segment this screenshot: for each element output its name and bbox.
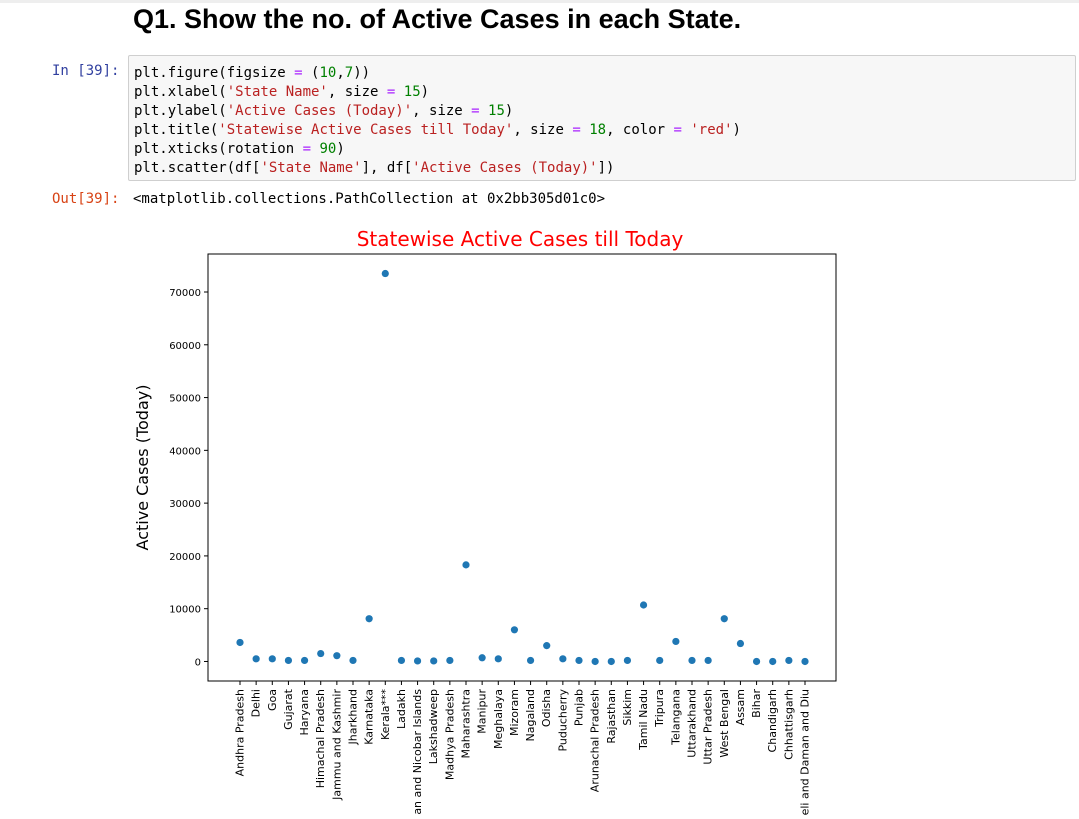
data-point [413, 657, 422, 665]
x-tick-label: Mizoram [508, 689, 521, 736]
x-tick-label: Punjab [573, 689, 586, 726]
x-tick-label: Odisha [540, 689, 553, 727]
data-point [365, 615, 373, 623]
y-tick-label: 70000 [169, 288, 201, 299]
notebook-top-border [0, 0, 1079, 3]
data-point [494, 655, 502, 663]
data-point [688, 656, 696, 665]
x-tick-label: Haryana [298, 689, 311, 736]
x-tick-label: Goa [266, 689, 279, 711]
data-point [333, 652, 341, 660]
data-point [381, 269, 389, 278]
scatter-plot: Statewise Active Cases till Today Active… [133, 227, 837, 815]
data-point [785, 656, 793, 665]
data-point [317, 649, 325, 658]
data-point [397, 656, 406, 665]
y-axis-label: Active Cases (Today) [133, 385, 152, 551]
data-point [236, 638, 244, 647]
x-tick-label: Chandigarh [766, 689, 779, 752]
plot-area [207, 253, 837, 682]
data-point [639, 601, 648, 609]
data-point [736, 639, 745, 648]
data-point [656, 656, 664, 665]
data-point [704, 656, 712, 665]
code-editor[interactable]: plt.figure(figsize = (10,7)) plt.xlabel(… [134, 65, 741, 176]
y-tick-label: 20000 [169, 552, 201, 563]
x-tick-label: Ladakh [395, 689, 408, 729]
x-tick-label: Puducherry [556, 689, 569, 752]
x-tick-label: Assam [734, 689, 747, 725]
x-tick-label: Madhya Pradesh [443, 689, 456, 780]
data-point [430, 657, 438, 665]
data-point [559, 655, 567, 663]
output-prompt: Out[39]: [52, 191, 120, 207]
data-point [607, 657, 615, 666]
x-tick-label: Manipur [476, 689, 489, 734]
data-point [349, 656, 357, 665]
data-point [526, 656, 535, 665]
data-point [300, 656, 309, 665]
x-tick-label: Sikkim [621, 689, 634, 726]
x-tick-label: Chhattisgarh [782, 689, 795, 760]
y-tick-label: 40000 [169, 446, 201, 457]
x-tick-label: Tamil Nadu [637, 689, 650, 751]
x-tick-label: Uttar Pradesh [702, 689, 715, 765]
data-point [752, 657, 761, 666]
data-point [462, 561, 470, 569]
x-tick-label: Delhi [250, 689, 263, 717]
x-tick-label: Maharashtra [460, 689, 473, 759]
data-point [769, 657, 777, 666]
x-tick-label: Gujarat [282, 688, 295, 730]
x-tick-label: Tripura [653, 689, 666, 728]
x-tick-label: eli and Daman and Diu [799, 689, 812, 815]
x-tick-label: Arunachal Pradesh [589, 689, 602, 792]
x-tick-label: Jharkhand [347, 689, 360, 746]
y-axis: 0 10000 20000 30000 40000 50000 60000 70000 [169, 288, 208, 668]
x-tick-label: Rajasthan [605, 689, 618, 744]
x-tick-label: Uttarakhand [686, 689, 699, 758]
data-point [801, 657, 809, 666]
output-text: <matplotlib.collections.PathCollection a… [133, 191, 606, 207]
y-tick-label: 50000 [169, 394, 201, 405]
x-tick-label: Kerala*** [379, 689, 392, 740]
data-point [478, 654, 486, 662]
x-tick-label: Lakshadweep [427, 689, 440, 764]
data-point [591, 657, 599, 666]
data-points [236, 269, 809, 666]
data-point [284, 656, 293, 665]
y-tick-label: 60000 [169, 341, 201, 352]
y-tick-label: 30000 [169, 499, 201, 510]
data-point [543, 642, 551, 650]
chart-title: Statewise Active Cases till Today [357, 227, 684, 251]
data-point [575, 656, 583, 665]
x-tick-label: Karnataka [363, 689, 376, 745]
data-point [510, 626, 519, 634]
x-tick-label: West Bengal [718, 689, 731, 758]
x-tick-label: an and Nicobar Islands [411, 689, 424, 815]
input-prompt: In [39]: [52, 63, 120, 79]
x-tick-label: Nagaland [524, 689, 537, 741]
x-tick-label: Himachal Pradesh [314, 689, 327, 788]
data-point [268, 655, 276, 663]
x-axis: Andhra Pradesh Delhi Goa Gujarat Haryana Hima… [234, 681, 812, 815]
x-tick-label: Jammu and Kashmir [330, 689, 343, 801]
x-tick-label: Andhra Pradesh [234, 689, 247, 776]
data-point [672, 637, 680, 646]
data-point [623, 656, 632, 665]
x-tick-label: Bihar [750, 689, 763, 718]
data-point [446, 656, 454, 665]
data-point [252, 655, 260, 663]
data-point [720, 615, 728, 623]
y-tick-label: 0 [195, 657, 201, 668]
question-heading: Q1. Show the no. of Active Cases in each… [133, 4, 742, 34]
x-tick-label: Telangana [669, 689, 682, 746]
x-tick-label: Meghalaya [492, 689, 505, 749]
y-tick-label: 10000 [169, 605, 201, 616]
code-cell-input[interactable]: plt.figure(figsize = (10,7)) plt.xlabel(… [128, 55, 1076, 181]
